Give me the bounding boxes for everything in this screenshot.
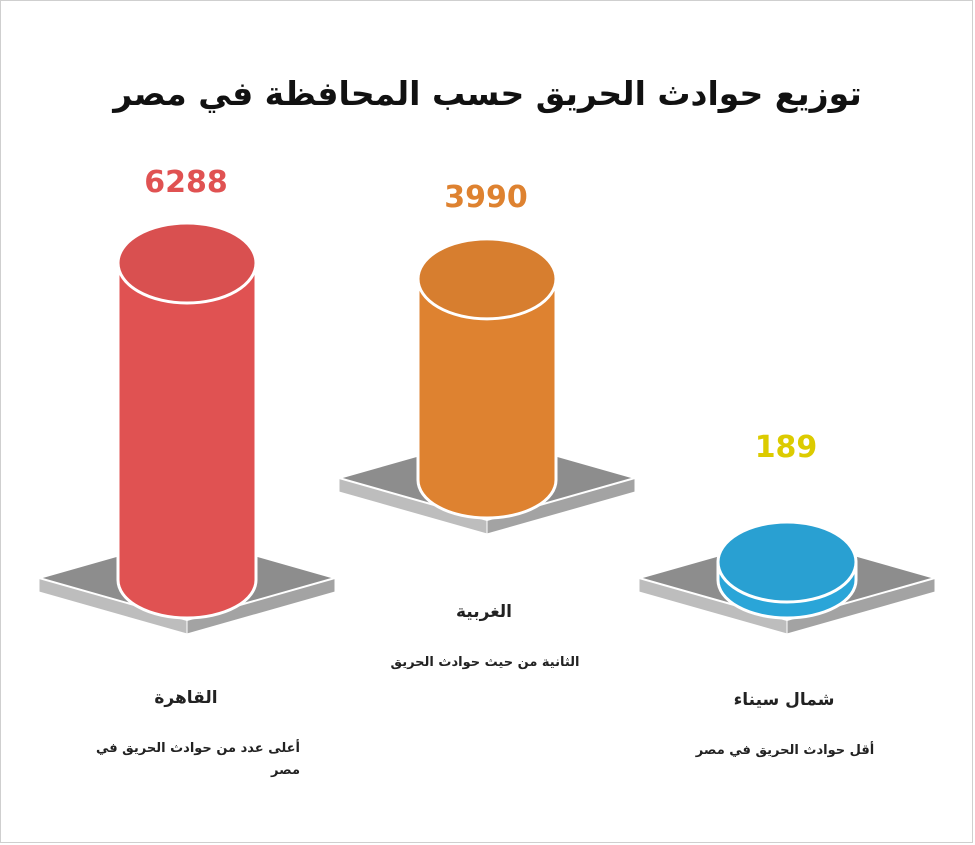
chart-title: توزيع حوادث الحريق حسب المحافظة في مصر bbox=[113, 74, 862, 113]
category-name-cairo: القاهرة bbox=[154, 688, 218, 708]
category-desc-gharbia: الثانية من حيث حوادث الحريق bbox=[390, 655, 580, 670]
category-desc-cairo: أعلى عدد من حوادث الحريق في مصر bbox=[95, 741, 300, 778]
bar-top-north-sinai bbox=[716, 520, 858, 604]
bar-body-cairo bbox=[116, 261, 258, 620]
bar-body-gharbia bbox=[416, 277, 558, 520]
category-name-gharbia: الغربية bbox=[455, 602, 512, 622]
value-label-cairo: 6288 bbox=[144, 165, 228, 200]
category-name-north-sinai: شمال سيناء bbox=[733, 690, 835, 710]
category-desc-north-sinai: أقل حوادث الحريق في مصر bbox=[695, 743, 875, 758]
value-label-north-sinai: 189 bbox=[754, 430, 818, 465]
bar-top-gharbia bbox=[416, 237, 558, 321]
bar-top-cairo bbox=[116, 221, 258, 305]
value-label-gharbia: 3990 bbox=[444, 180, 528, 215]
